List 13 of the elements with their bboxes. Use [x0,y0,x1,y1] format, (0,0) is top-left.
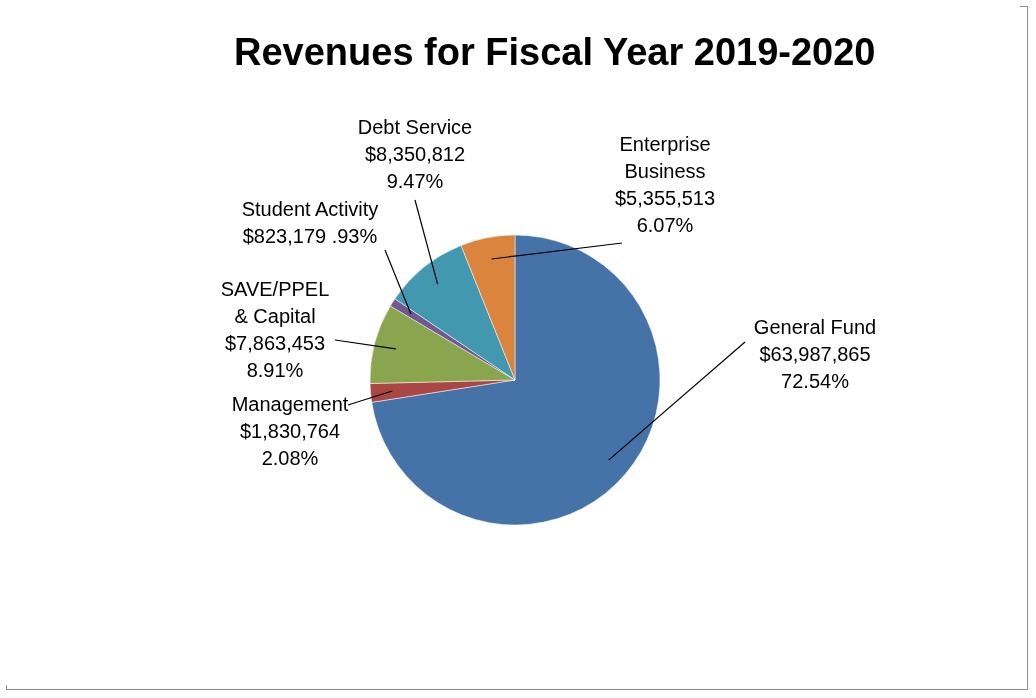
slice-label: General Fund [753,316,877,338]
data-label: $5,355,513 6.07% [614,187,716,236]
slice-label: Debt Service [357,116,473,138]
data-label: $8,350,812 9.47% [364,143,466,192]
slice-label: SAVE/PPEL & Capital [220,278,330,327]
data-label: $1,830,764 2.08% [239,420,341,469]
slice-label: Management [231,393,349,415]
data-label: $823,179 .93% [242,225,378,247]
data-label: $7,863,453 8.91% [224,332,326,381]
slice-label: Student Activity [241,198,379,220]
chart-title: Revenues for Fiscal Year 2019-2020 [234,31,876,73]
slice-label: Enterprise Business [619,133,711,182]
data-label: $63,987,865 72.54% [759,343,871,392]
